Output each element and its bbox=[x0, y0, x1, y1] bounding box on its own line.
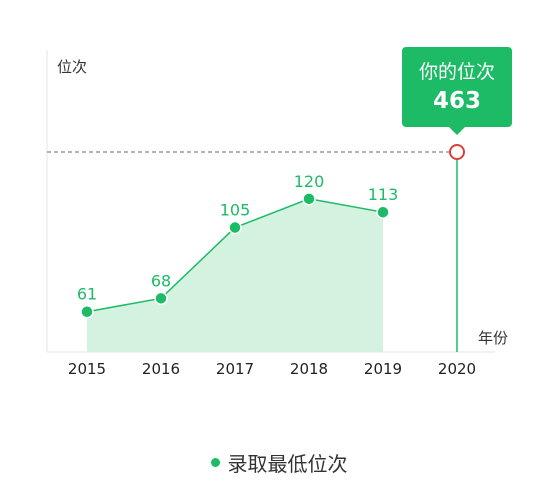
data-label: 68 bbox=[151, 271, 171, 290]
data-label: 113 bbox=[368, 185, 399, 204]
x-tick-label: 2018 bbox=[290, 360, 328, 378]
data-label: 61 bbox=[77, 285, 97, 304]
data-label: 120 bbox=[294, 172, 325, 191]
data-point bbox=[302, 192, 316, 206]
x-tick-label: 2016 bbox=[142, 360, 180, 378]
x-axis-label: 年份 bbox=[478, 329, 508, 347]
data-point bbox=[376, 205, 390, 219]
x-tick-label: 2015 bbox=[68, 360, 106, 378]
data-point bbox=[154, 291, 168, 306]
legend: 录取最低位次 bbox=[0, 444, 558, 480]
your-rank-marker bbox=[449, 144, 465, 160]
callout-box bbox=[402, 47, 512, 127]
series-area bbox=[87, 198, 383, 352]
data-label: 105 bbox=[220, 201, 251, 220]
your-rank-callout: 你的位次 463 bbox=[402, 47, 512, 135]
legend-marker bbox=[210, 457, 220, 467]
callout-value: 463 bbox=[433, 88, 481, 114]
x-tick-label: 2020 bbox=[438, 360, 476, 378]
data-point bbox=[80, 304, 94, 319]
x-tick-label: 2017 bbox=[216, 360, 254, 378]
callout-label: 你的位次 bbox=[419, 61, 495, 83]
x-tick-label: 2019 bbox=[364, 360, 402, 378]
legend-label: 录取最低位次 bbox=[227, 451, 348, 476]
data-point bbox=[228, 220, 242, 235]
y-axis-label: 位次 bbox=[57, 58, 87, 76]
callout-pointer bbox=[449, 127, 465, 135]
